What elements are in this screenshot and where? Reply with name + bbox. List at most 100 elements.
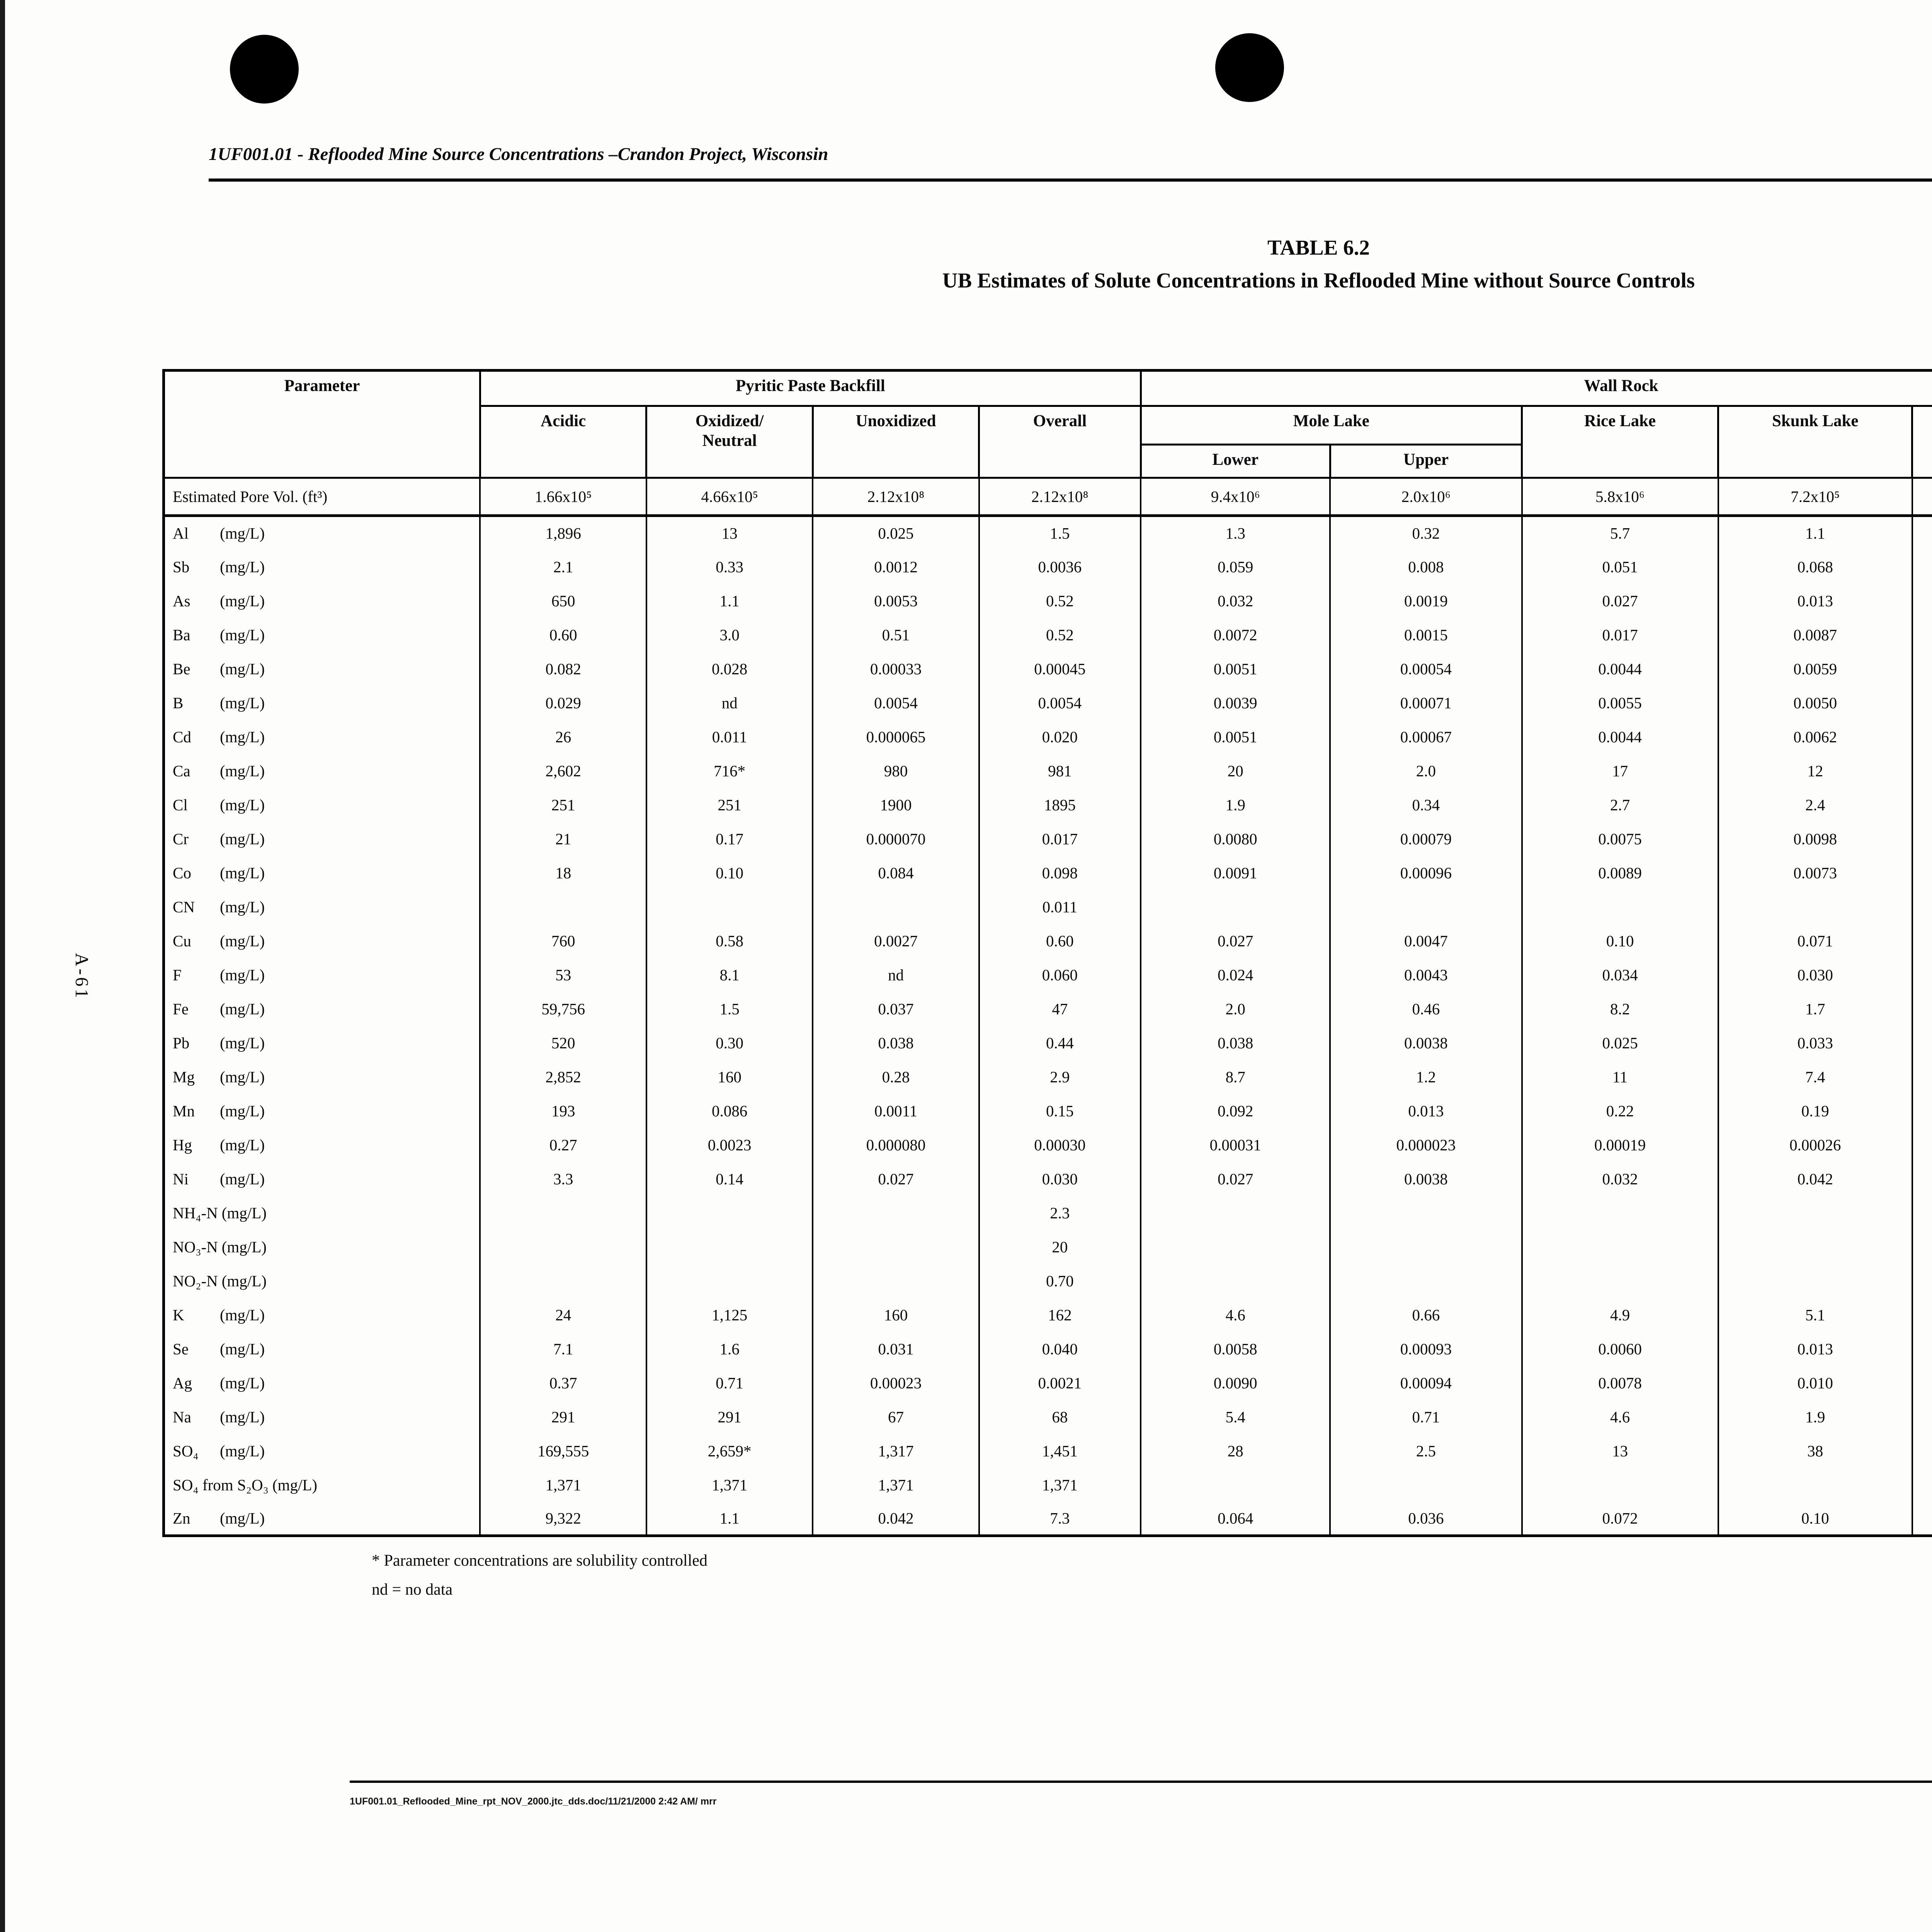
value-cell: 0.027: [1140, 1162, 1331, 1196]
value-cell: 7.1: [479, 1332, 647, 1366]
value-cell: [479, 1230, 647, 1264]
footer-rule: [350, 1781, 1932, 1783]
value-cell: 0.030: [1911, 1026, 1932, 1060]
value-cell: 0.00071: [1329, 685, 1523, 720]
value-cell: 0.0072: [1140, 617, 1331, 652]
value-cell: 0.036: [1329, 1502, 1523, 1536]
value-cell: [1717, 889, 1913, 924]
param-unit: (mg/L): [220, 898, 265, 916]
param-cell: Cl (mg/L): [162, 787, 481, 822]
table-row: NO₂-N(mg/L) 0.700.59: [162, 1264, 1932, 1298]
value-cell: [1717, 1230, 1913, 1264]
value-cell: 291: [645, 1400, 814, 1434]
param-symbol: Al: [173, 524, 189, 543]
value-cell: [1329, 1468, 1523, 1502]
param-symbol: NH₄-N: [173, 1204, 218, 1222]
value-cell: 0.00079: [1329, 821, 1523, 856]
scan-edge-artifact: [0, 0, 5, 1932]
param-unit: (mg/L): [221, 1272, 267, 1290]
value-cell: [1140, 1230, 1331, 1264]
value-cell: 12: [1717, 753, 1913, 788]
value-cell: 2,852: [479, 1060, 647, 1094]
value-cell: 0.025: [1911, 957, 1932, 992]
value-cell: 0.28: [812, 1060, 980, 1094]
value-cell: 0.0051: [1140, 651, 1331, 686]
value-cell: 0.0012: [812, 549, 980, 584]
value-cell: 0.040: [978, 1332, 1142, 1366]
value-cell: 0.071: [1717, 923, 1913, 958]
table-row: Hg (mg/L) 0.27 0.0023 0.000080 0.00030 0.0003…: [162, 1128, 1932, 1162]
value-cell: 0.008: [1329, 549, 1523, 584]
col-header-acidic: Acidic: [479, 405, 648, 479]
value-cell: 3.0: [645, 617, 814, 652]
table-row: SO₄ (mg/L) 169,555 2,659* 1,317 1,451 28 2.5 13…: [162, 1434, 1932, 1468]
value-cell: 38: [1717, 1434, 1913, 1468]
param-unit: (mg/L): [220, 1408, 265, 1426]
param-unit: (mg/L): [220, 1509, 265, 1527]
table-row: Be (mg/L) 0.082 0.028 0.00033 0.00045 0.0051 0…: [162, 651, 1932, 686]
value-cell: 21: [1911, 1434, 1932, 1468]
pore-volume-row: Estimated Pore Vol. (ft³) 1.66x10⁵ 4.66x1…: [162, 478, 1932, 517]
param-unit: (mg/L): [220, 660, 265, 678]
value-cell: [1911, 1264, 1932, 1298]
table-row: Na(mg/L) 29129167685.40.714.61.94.40.166…: [162, 1400, 1932, 1434]
value-cell: 0.064: [1140, 1502, 1331, 1536]
value-cell: 1,371: [479, 1468, 647, 1502]
value-cell: 0.60: [978, 923, 1142, 958]
value-cell: 0.0073: [1717, 855, 1913, 890]
param-cell: Ca (mg/L): [162, 753, 481, 788]
value-cell: 0.068: [1717, 549, 1913, 584]
param-symbol: Be: [173, 660, 190, 678]
value-cell: 0.026: [1911, 583, 1932, 618]
param-unit: (mg/L): [221, 1204, 267, 1222]
value-cell: 193: [479, 1094, 647, 1128]
value-cell: 3.8: [1911, 992, 1932, 1026]
param-unit: (mg/L): [220, 762, 265, 780]
value-cell: 0.0023: [645, 1128, 814, 1162]
value-cell: 5.4: [1140, 1400, 1331, 1434]
table-row: Ca(mg/L) 2,602716*980981202.01712172.089…: [162, 753, 1932, 788]
param-cell: Pb (mg/L): [162, 1026, 481, 1060]
value-cell: 1.9: [1717, 1400, 1913, 1434]
value-cell: 0.024: [1140, 957, 1331, 992]
value-cell: [1521, 1264, 1719, 1298]
pore-volume-label: Estimated Pore Vol. (ft³): [162, 478, 481, 517]
value-cell: 1.3: [1140, 515, 1331, 550]
value-cell: 0.0050: [1717, 685, 1913, 720]
param-symbol: Ca: [173, 762, 190, 780]
value-cell: 8.6: [1911, 1060, 1932, 1094]
pore-value-cell: 1.66x10⁵: [479, 478, 647, 517]
value-cell: 0.0021: [978, 1366, 1142, 1400]
value-cell: 8.7: [1140, 1060, 1331, 1094]
param-unit: (mg/L): [220, 1068, 265, 1086]
value-cell: 0.00030: [978, 1128, 1142, 1162]
value-cell: 0.70: [978, 1264, 1142, 1298]
param-unit: (mg/L): [220, 1034, 265, 1052]
value-cell: 0.00093: [1329, 1332, 1523, 1366]
value-cell: 7.4: [1717, 1060, 1913, 1094]
param-symbol: CN: [173, 898, 195, 916]
value-cell: 0.14: [645, 1162, 814, 1196]
value-cell: 0.026: [1911, 1162, 1932, 1196]
param-unit: (mg/L): [220, 1306, 265, 1324]
value-cell: [1329, 889, 1523, 924]
param-symbol: NO₂-N: [173, 1272, 218, 1290]
value-cell: 0.00096: [1329, 855, 1523, 890]
value-cell: [1140, 1264, 1331, 1298]
param-symbol: Cr: [173, 830, 189, 848]
param-unit: (mg/L): [220, 626, 265, 644]
value-cell: nd: [645, 685, 814, 720]
value-cell: 1.6: [645, 1332, 814, 1366]
value-cell: 0.0036: [978, 549, 1142, 584]
footnotes: * Parameter concentrations are solubilit…: [372, 1546, 707, 1604]
value-cell: 760: [479, 923, 647, 958]
pore-value-cell: 7.2x10⁵: [1717, 478, 1913, 517]
value-cell: 26: [479, 719, 647, 754]
value-cell: 0.032: [1521, 1162, 1719, 1196]
table-row: Fe (mg/L) 59,7561.50.037472.00.468.21.73.…: [162, 992, 1932, 1026]
param-unit: (mg/L): [220, 1442, 265, 1460]
value-cell: 67: [812, 1400, 980, 1434]
value-cell: 24: [479, 1298, 647, 1332]
param-unit: (mg/L): [220, 1340, 265, 1358]
value-cell: 0.71: [1329, 1400, 1523, 1434]
